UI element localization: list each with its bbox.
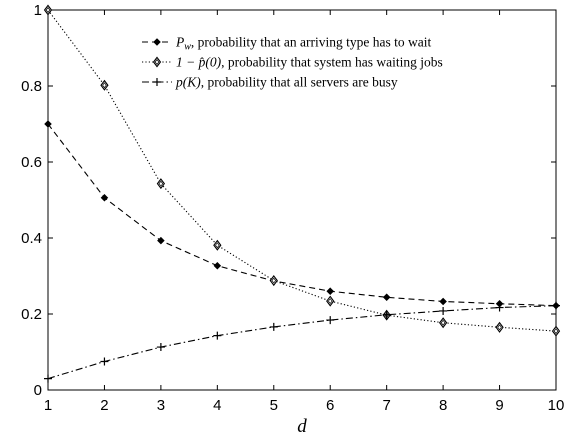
x-tick-label: 5 [270,397,278,414]
data-point-s2-2-inner [102,82,107,89]
series-line-2 [47,9,557,332]
data-point-s2-100 [152,56,162,68]
data-point-s1-100 [153,38,161,46]
data-point-s1-7 [382,293,391,302]
data-point-s2-3-inner [158,180,164,187]
data-point-s2-10 [551,325,561,337]
data-point-s2-5-inner [271,277,277,284]
data-point-s3-9 [495,303,504,312]
legend-entry-3: p(K), probability that all servers are b… [142,75,398,90]
series-line-3 [47,305,557,380]
data-point-s2-8-inner [440,319,446,326]
data-point-s3-6 [326,316,335,325]
data-point-s2-10-inner [553,328,559,335]
data-point-s1-8 [439,297,447,306]
data-point-s2-9-inner [497,324,502,331]
data-point-s2-8 [438,317,448,329]
data-point-s1-2 [100,193,109,202]
legend-math: 1 − p̂(0) [176,55,222,70]
series-3 [44,301,560,383]
data-point-s3-1 [44,374,52,383]
data-point-s2-1 [43,4,53,16]
legend-label-3: p(K), probability that all servers are b… [175,75,398,90]
x-tick-labels: 1 2 3 4 5 6 7 8 9 10 [44,397,565,414]
data-point-s2-9 [495,321,504,333]
series-1 [44,120,560,310]
x-tick-label: 10 [548,397,565,414]
data-point-s3-3 [156,343,165,352]
data-point-s2-4 [213,239,222,251]
y-tick-labels: 0 0.2 0.4 0.6 0.8 1 [21,2,42,399]
legend-math: P [175,35,184,50]
legend-description: , probability that an arriving type has … [191,35,432,50]
x-tick-label: 8 [439,397,447,414]
x-tick-label: 3 [157,397,165,414]
plot-area [43,4,561,391]
x-tick-label: 1 [44,397,52,414]
data-point-s1-6 [326,287,334,295]
data-point-s3-7 [382,310,391,319]
series-lines [43,4,561,383]
data-point-s3-2 [100,357,109,366]
legend: Pw, probability that an arriving type ha… [142,35,443,90]
y-tick-label: 0.6 [21,154,42,171]
plot-frame [47,9,557,391]
data-point-s2-3 [156,178,166,190]
y-tick-label: 0.2 [21,306,42,323]
data-point-s2-5 [269,275,278,287]
series-line-1 [47,123,557,307]
data-point-s2-1-inner [45,7,51,13]
legend-label-2: 1 − p̂(0), probability that system has w… [176,55,443,70]
legend-description: , probability that system has waiting jo… [221,55,443,70]
legend-subscript: w [184,42,191,53]
ticks [47,9,557,391]
y-tick-label: 0 [34,382,42,399]
data-point-s3-10 [552,301,560,310]
legend-description: , probability that all servers are busy [201,75,398,90]
legend-entry-2: 1 − p̂(0), probability that system has w… [142,55,443,70]
data-point-s3-5 [269,322,278,331]
legend-math: p(K) [175,75,201,90]
x-tick-label: 6 [326,397,334,414]
y-tick-label: 1 [34,2,42,19]
x-tick-label: 2 [100,397,108,414]
data-point-s1-3 [157,236,165,245]
x-tick-label: 7 [382,397,390,414]
data-point-s3-4 [213,331,222,340]
data-point-s2-2 [100,79,109,91]
y-tick-label: 0.4 [21,230,42,247]
data-point-s1-1 [44,120,52,128]
data-point-s3-8 [439,306,448,315]
data-point-s2-4-inner [215,242,220,249]
data-point-s2-6 [326,295,335,307]
legend-label-1: Pw, probability that an arriving type ha… [175,35,431,53]
x-tick-label: 4 [213,397,221,414]
data-point-s2-6-inner [327,298,333,305]
y-tick-label: 0.8 [21,78,42,95]
x-axis-title: d [297,416,307,437]
series-2 [43,4,561,337]
legend-entry-1: Pw, probability that an arriving type ha… [142,35,431,53]
data-point-s1-4 [213,261,222,270]
data-point-s3-100 [153,78,161,86]
data-point-s2-100-inner [154,59,160,65]
x-tick-label: 9 [495,397,503,414]
